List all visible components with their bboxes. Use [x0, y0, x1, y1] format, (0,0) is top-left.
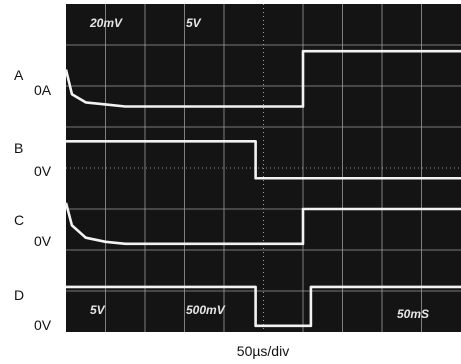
channel-c-level: 0V	[34, 233, 52, 249]
trace-b	[66, 140, 461, 180]
channel-b-letter: B	[14, 140, 23, 156]
trace-c	[64, 202, 461, 246]
scale-label-bottom-right: 50mS	[397, 307, 429, 321]
x-axis-label: 50µs/div	[237, 343, 289, 359]
scale-label-top-left: 20mV	[89, 16, 123, 30]
channel-c-letter: C	[14, 212, 24, 228]
trace-d	[66, 285, 461, 328]
channel-b-level: 0V	[34, 163, 52, 179]
scope-grid	[66, 4, 461, 332]
trace-group	[64, 49, 461, 328]
trace-a	[64, 49, 461, 108]
scale-label-bottom-left: 5V	[90, 303, 106, 317]
scale-label-top-second: 5V	[186, 16, 202, 30]
scale-label-bottom-mid: 500mV	[186, 303, 226, 317]
channel-a-letter: A	[14, 67, 24, 83]
channel-d-letter: D	[14, 287, 24, 303]
channel-a-level: 0A	[34, 82, 52, 98]
channel-d-level: 0V	[34, 317, 52, 333]
